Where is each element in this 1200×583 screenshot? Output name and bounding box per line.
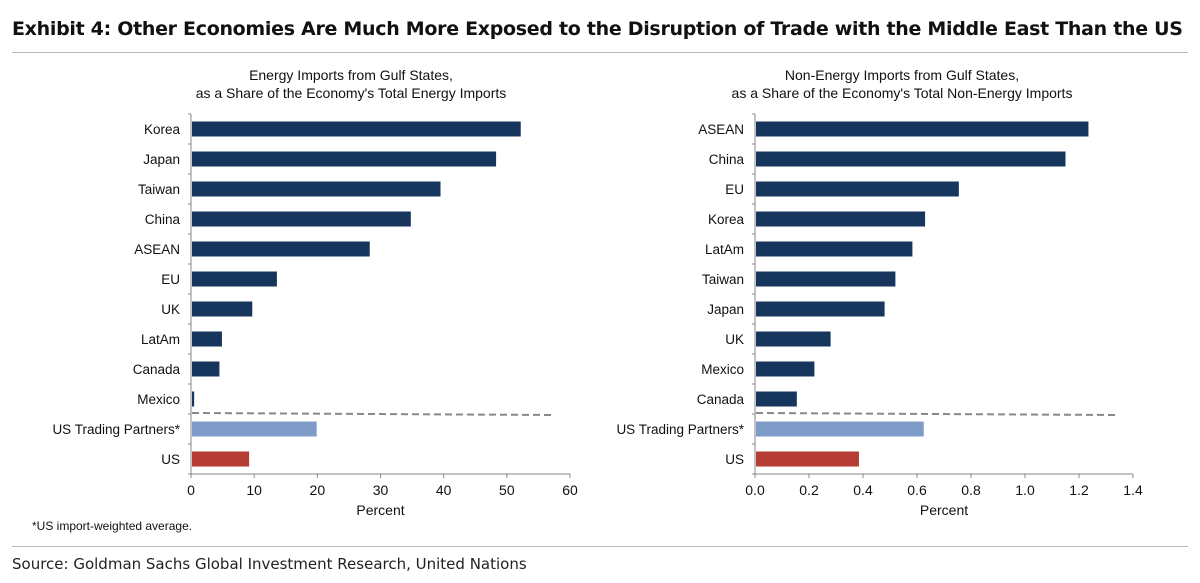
title-divider <box>12 52 1188 53</box>
category-label: Taiwan <box>138 182 180 197</box>
x-tick-label: 1.0 <box>1015 482 1035 498</box>
exhibit-title: Exhibit 4: Other Economies Are Much More… <box>12 18 1183 40</box>
x-tick-label: 30 <box>373 482 389 498</box>
bar-latam <box>192 331 222 347</box>
chart-title: as a Share of the Economy's Total Non-En… <box>732 85 1073 101</box>
bar-us-trading-partners <box>192 421 317 437</box>
category-label: UK <box>725 332 744 347</box>
category-label: US Trading Partners* <box>52 422 180 437</box>
x-tick-label: 10 <box>246 482 262 498</box>
bar-taiwan <box>192 181 441 197</box>
x-tick-label: 0 <box>187 482 195 498</box>
chart-title: Energy Imports from Gulf States, <box>249 67 453 83</box>
x-tick-label: 60 <box>562 482 578 498</box>
bar-uk <box>192 301 253 317</box>
x-tick-label: 1.2 <box>1069 482 1089 498</box>
category-label: EU <box>725 182 744 197</box>
category-label: US <box>725 452 744 467</box>
bar-eu <box>756 181 959 197</box>
bar-japan <box>192 151 497 167</box>
category-label: Korea <box>708 212 745 227</box>
category-label: Mexico <box>701 362 744 377</box>
category-label: Japan <box>143 152 180 167</box>
source-divider <box>12 546 1188 547</box>
category-label: US Trading Partners* <box>616 422 744 437</box>
category-label: LatAm <box>141 332 180 347</box>
bar-mexico <box>192 391 195 407</box>
category-label: Taiwan <box>702 272 744 287</box>
bar-asean <box>756 121 1089 137</box>
bar-asean <box>192 241 370 257</box>
bar-latam <box>756 241 913 257</box>
bar-mexico <box>756 361 815 377</box>
category-label: Japan <box>707 302 744 317</box>
category-label: EU <box>161 272 180 287</box>
x-tick-label: 40 <box>436 482 452 498</box>
category-label: ASEAN <box>698 122 744 137</box>
category-label: US <box>161 452 180 467</box>
bar-japan <box>756 301 885 317</box>
bar-china <box>756 151 1066 167</box>
category-label: LatAm <box>705 242 744 257</box>
source-note: Source: Goldman Sachs Global Investment … <box>12 555 527 573</box>
separator-dashed-line <box>191 412 553 416</box>
x-tick-label: 0.4 <box>853 482 873 498</box>
x-tick-label: 20 <box>310 482 326 498</box>
category-label: UK <box>161 302 180 317</box>
category-label: Canada <box>697 392 745 407</box>
bar-eu <box>192 271 277 287</box>
bar-us <box>192 451 250 467</box>
x-tick-label: 50 <box>499 482 515 498</box>
bar-korea <box>756 211 926 227</box>
bar-china <box>192 211 411 227</box>
bar-canada <box>756 391 797 407</box>
x-tick-label: 0.6 <box>907 482 927 498</box>
category-label: Canada <box>133 362 181 377</box>
category-label: Mexico <box>137 392 180 407</box>
x-tick-label: 0.8 <box>961 482 981 498</box>
bar-canada <box>192 361 220 377</box>
separator-dashed-line <box>755 412 1116 416</box>
bar-us <box>756 451 859 467</box>
category-label: China <box>145 212 181 227</box>
bar-taiwan <box>756 271 896 287</box>
bar-uk <box>756 331 831 347</box>
bar-us-trading-partners <box>756 421 924 437</box>
x-tick-label: 0.2 <box>799 482 819 498</box>
category-label: China <box>709 152 745 167</box>
category-label: Korea <box>144 122 181 137</box>
x-axis-label: Percent <box>920 502 968 518</box>
x-tick-label: 1.4 <box>1123 482 1143 498</box>
x-axis-label: Percent <box>356 502 404 518</box>
x-tick-label: 0.0 <box>745 482 765 498</box>
bar-korea <box>192 121 521 137</box>
chart-title: Non-Energy Imports from Gulf States, <box>785 67 1019 83</box>
chart-title: as a Share of the Economy's Total Energy… <box>196 85 507 101</box>
footnote: *US import-weighted average. <box>32 519 193 533</box>
category-label: ASEAN <box>134 242 180 257</box>
